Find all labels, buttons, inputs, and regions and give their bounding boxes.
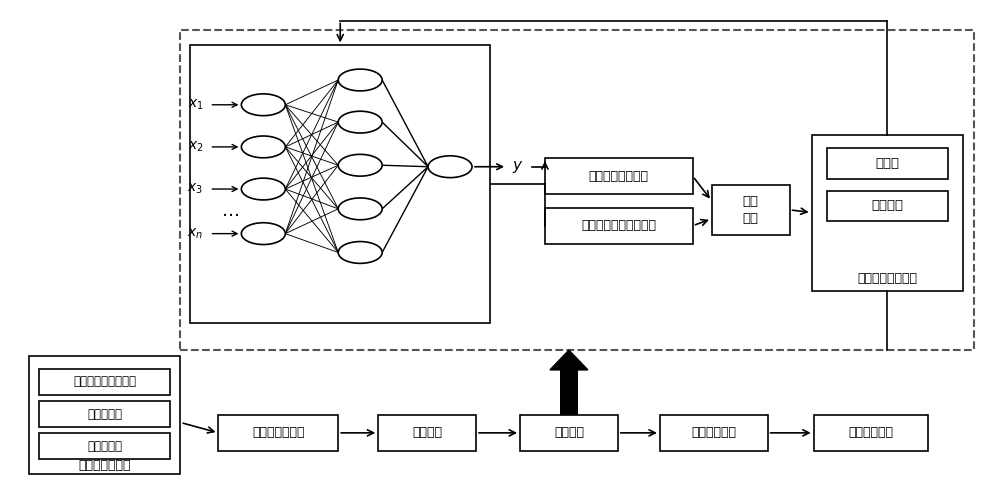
Bar [814, 415, 928, 451]
Circle shape [241, 94, 285, 116]
Bar [712, 185, 790, 235]
Bar [378, 415, 476, 451]
Text: 湿度传感器: 湿度传感器 [87, 440, 122, 453]
Circle shape [241, 223, 285, 245]
Bar [827, 149, 948, 179]
Bar [827, 190, 948, 221]
Circle shape [241, 178, 285, 200]
Circle shape [338, 111, 382, 133]
Text: 多个二氧化碳传感器: 多个二氧化碳传感器 [73, 375, 136, 388]
Bar [812, 135, 963, 291]
Bar [545, 159, 693, 194]
Text: 神经网络评价模块: 神经网络评价模块 [857, 272, 917, 285]
Text: $x_2$: $x_2$ [188, 140, 203, 154]
Polygon shape [550, 350, 588, 370]
Bar [180, 30, 974, 350]
Text: $y$: $y$ [512, 159, 524, 175]
Bar [190, 45, 490, 323]
Text: 最小二乘法平滑: 最小二乘法平滑 [252, 426, 305, 439]
Text: $x_n$: $x_n$ [187, 227, 203, 241]
Bar [218, 415, 338, 451]
Text: $x_1$: $x_1$ [188, 97, 203, 112]
Bar [39, 433, 170, 459]
Text: $x_3$: $x_3$ [187, 182, 203, 196]
Text: 通风控制系统: 通风控制系统 [848, 426, 893, 439]
Text: 特征提取: 特征提取 [412, 426, 442, 439]
Text: …: … [222, 202, 240, 220]
Bar [39, 401, 170, 427]
Circle shape [241, 136, 285, 158]
Bar [560, 370, 578, 415]
Bar [660, 415, 768, 451]
Text: 采集的原始数据: 采集的原始数据 [78, 459, 131, 472]
Text: 现场记录人员真实位置: 现场记录人员真实位置 [581, 219, 656, 232]
Text: 人员位置分布: 人员位置分布 [691, 426, 736, 439]
Text: 神经网络: 神经网络 [554, 426, 584, 439]
Text: 均方
误差: 均方 误差 [743, 195, 759, 225]
Text: 运行时间: 运行时间 [871, 199, 903, 212]
Text: 温度传感器: 温度传感器 [87, 408, 122, 420]
Circle shape [428, 156, 472, 177]
Circle shape [338, 198, 382, 220]
Circle shape [338, 69, 382, 91]
Text: 网络输出人员位置: 网络输出人员位置 [589, 169, 649, 182]
Bar [29, 356, 180, 474]
Bar [545, 208, 693, 244]
Text: 准确率: 准确率 [875, 157, 899, 170]
Circle shape [338, 242, 382, 263]
Bar [520, 415, 618, 451]
Bar [39, 369, 170, 395]
Circle shape [338, 155, 382, 176]
